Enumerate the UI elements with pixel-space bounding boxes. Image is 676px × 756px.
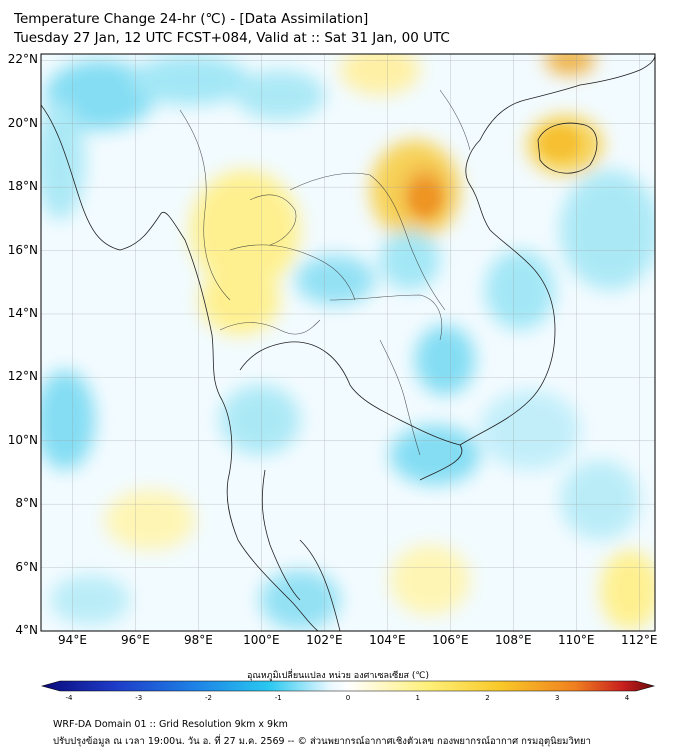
temperature-field xyxy=(41,54,655,631)
colorbar-tick-label: -3 xyxy=(135,694,143,702)
footer-model-info: WRF-DA Domain 01 :: Grid Resolution 9km … xyxy=(53,719,288,730)
colorbar-tick-label: 3 xyxy=(555,694,560,702)
lat-label: 20°N xyxy=(7,115,38,130)
chart-subtitle: Tuesday 27 Jan, 12 UTC FCST+084, Valid a… xyxy=(14,30,450,46)
lat-label: 18°N xyxy=(7,179,38,194)
chart-title: Temperature Change 24-hr (℃) - [Data Ass… xyxy=(14,11,369,27)
colorbar-tick-label: -1 xyxy=(274,694,282,702)
colorbar-tick-label: 4 xyxy=(624,694,630,702)
lat-label: 10°N xyxy=(7,432,38,447)
lon-label: 94°E xyxy=(58,633,87,647)
lat-label: 8°N xyxy=(15,496,38,511)
colorbar-tick-label: 2 xyxy=(485,694,490,702)
colorbar-tick-label: 1 xyxy=(415,694,420,702)
footer-credits: ปรับปรุงข้อมูล ณ เวลา 19:00น. วัน อ. ที่… xyxy=(53,736,591,747)
lon-label: 112°E xyxy=(621,633,658,647)
colorbar-tick-label: -4 xyxy=(65,694,73,702)
lat-label: 16°N xyxy=(7,242,38,257)
lon-label: 96°E xyxy=(121,633,150,647)
lon-label: 106°E xyxy=(432,633,469,647)
colorbar xyxy=(40,680,656,692)
lat-label: 14°N xyxy=(7,305,38,320)
colorbar-title: อุณหภูมิเปลี่ยนแปลง หน่วย องศาเซลเซียส (… xyxy=(246,671,430,681)
country-borders xyxy=(179,89,471,456)
colorbar-bar xyxy=(40,680,656,692)
lon-label: 102°E xyxy=(306,633,343,647)
lat-label: 4°N xyxy=(15,623,38,637)
map-gridlines xyxy=(41,54,655,632)
lon-label: 104°E xyxy=(369,633,406,647)
lat-label: 22°N xyxy=(7,52,38,67)
map-frame xyxy=(40,53,656,632)
colorbar-tick-label: 0 xyxy=(345,694,351,702)
coastlines xyxy=(41,54,655,631)
lat-label: 12°N xyxy=(7,369,38,384)
lon-label: 98°E xyxy=(183,633,213,647)
lon-label: 110°E xyxy=(558,633,595,647)
lon-label: 100°E xyxy=(243,633,280,647)
lon-label: 108°E xyxy=(495,633,532,647)
colorbar-tick-label: -2 xyxy=(205,694,212,702)
lat-label: 6°N xyxy=(15,559,38,574)
